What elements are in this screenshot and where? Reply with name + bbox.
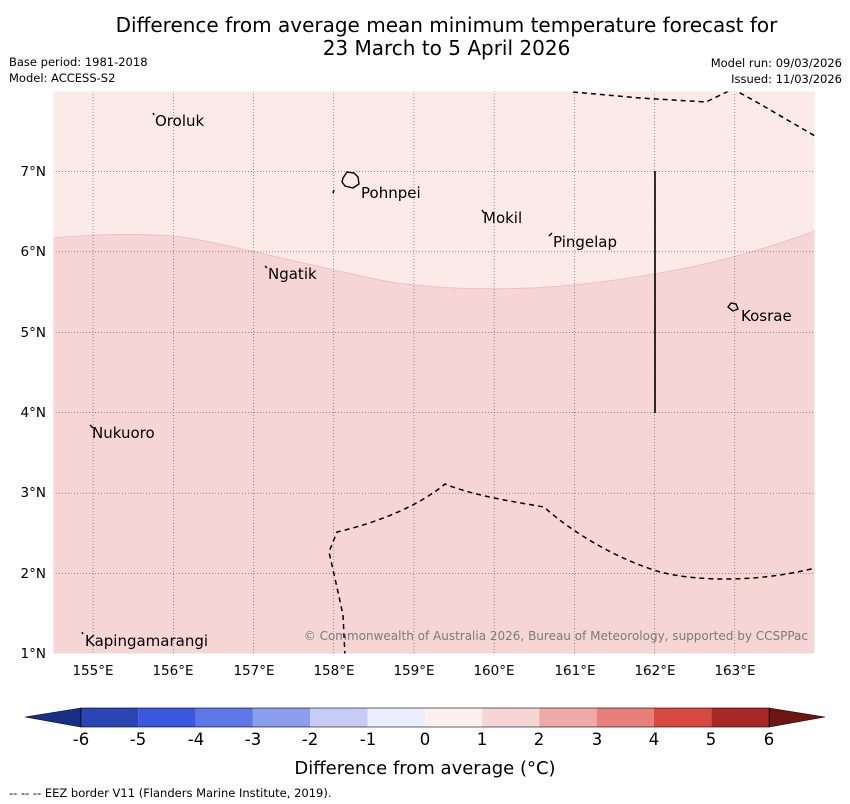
colorbar-tick-label: 3 <box>592 730 603 749</box>
issued-label: Issued: 11/03/2026 <box>731 72 842 86</box>
eez-border-south <box>328 483 815 654</box>
colorbar-tick-label: 1 <box>477 730 488 749</box>
base-period-label: Base period: 1981-2018 <box>9 55 148 69</box>
eez-borders <box>328 91 815 654</box>
colorbar-bin <box>424 708 483 727</box>
colorbar-tick-label: 2 <box>534 730 545 749</box>
colorbar-bin <box>195 708 253 727</box>
model-label: Model: ACCESS-S2 <box>9 71 116 85</box>
mokil-atoll-mark <box>481 209 485 214</box>
colorbar-bin <box>711 708 769 727</box>
model-run-label: Model run: 09/03/2026 <box>710 56 842 70</box>
colorbar-tick-label: 0 <box>420 730 431 749</box>
lon-tick-label: 160°E <box>473 663 514 679</box>
colorbar-bin <box>654 708 712 727</box>
lon-tick-label: 158°E <box>313 663 354 679</box>
place-label-kapingamarangi: Kapingamarangi <box>85 632 208 650</box>
map-panel: Oroluk Pohnpei Mokil Pingelap Ngatik Kos… <box>53 91 815 654</box>
colorbar-tick-label: 5 <box>706 730 717 749</box>
lon-tick-label: 156°E <box>152 663 193 679</box>
place-label-kosrae: Kosrae <box>741 307 792 325</box>
lon-tick-label: 162°E <box>634 663 675 679</box>
eez-border-north <box>572 91 815 137</box>
colorbar-bin <box>596 708 654 727</box>
anomaly-zone-1-to-2 <box>53 230 815 654</box>
lat-tick-label: 4°N <box>21 405 46 421</box>
colorbar: -6 -5 -4 -3 -2 -1 0 1 2 3 4 5 6 Differen… <box>24 707 826 779</box>
nukuoro-atoll-mark <box>89 424 94 429</box>
lon-tick-label: 163°E <box>714 663 755 679</box>
lat-tick-label: 7°N <box>21 164 46 180</box>
colorbar-bin <box>310 708 368 727</box>
kosrae-island-outline <box>727 302 739 312</box>
colorbar-tick-label: 6 <box>764 730 775 749</box>
place-label-mokil: Mokil <box>483 209 522 227</box>
colorbar-tick-label: -4 <box>188 730 204 749</box>
latitude-ticks: 1°N 2°N 3°N 4°N 5°N 6°N 7°N <box>21 164 46 662</box>
lat-tick-label: 1°N <box>21 646 46 662</box>
kapingamarangi-atoll-mark <box>81 631 84 635</box>
colorbar-bin <box>539 708 597 727</box>
map-frame <box>52 90 816 655</box>
colorbar-tick-label: 4 <box>649 730 660 749</box>
lat-tick-label: 2°N <box>21 566 46 582</box>
place-label-ngatik: Ngatik <box>268 265 317 283</box>
colorbar-bin <box>138 708 196 727</box>
lat-tick-label: 3°N <box>21 485 46 501</box>
lon-tick-label: 157°E <box>233 663 274 679</box>
place-label-nukuoro: Nukuoro <box>92 424 155 442</box>
pohnpei-island-outline <box>341 171 360 189</box>
colorbar-tick-label: -5 <box>130 730 146 749</box>
island-outlines <box>81 112 739 635</box>
eez-border-legend-note: -- -- -- EEZ border V11 (Flanders Marine… <box>9 786 332 800</box>
lon-tick-label: 155°E <box>72 663 113 679</box>
map-title-line-1: Difference from average mean minimum tem… <box>115 13 778 37</box>
colorbar-bin <box>252 708 311 727</box>
lon-tick-label: 161°E <box>554 663 595 679</box>
place-label-pingelap: Pingelap <box>553 233 617 251</box>
longitude-ticks: 155°E 156°E 157°E 158°E 159°E 160°E 161°… <box>72 663 755 679</box>
colorbar-bin <box>81 708 139 727</box>
colorbar-title: Difference from average (°C) <box>294 758 555 779</box>
place-labels: Oroluk Pohnpei Mokil Pingelap Ngatik Kos… <box>85 112 792 650</box>
colorbar-bin <box>482 708 540 727</box>
eez-border-pohnpei-fragment <box>332 189 335 194</box>
lat-tick-label: 6°N <box>21 244 46 260</box>
colorbar-tick-label: -2 <box>302 730 318 749</box>
colorbar-outline <box>80 707 770 728</box>
lon-tick-label: 159°E <box>393 663 434 679</box>
colorbar-tick-label: -6 <box>73 730 89 749</box>
lat-tick-label: 5°N <box>21 325 46 341</box>
place-label-pohnpei: Pohnpei <box>361 184 421 202</box>
colorbar-extend-high <box>768 707 826 728</box>
oroluk-atoll-mark <box>152 112 155 116</box>
copyright-watermark: © Commonwealth of Australia 2026, Bureau… <box>304 629 808 643</box>
colorbar-bin <box>367 708 425 727</box>
place-label-oroluk: Oroluk <box>155 112 204 130</box>
colorbar-extend-low <box>24 707 82 728</box>
map-title-line-2: 23 March to 5 April 2026 <box>322 36 571 60</box>
pingelap-atoll-mark <box>548 232 553 237</box>
colorbar-tick-label: -1 <box>360 730 376 749</box>
colorbar-tick-label: -3 <box>245 730 261 749</box>
ngatik-atoll-mark <box>264 265 268 269</box>
